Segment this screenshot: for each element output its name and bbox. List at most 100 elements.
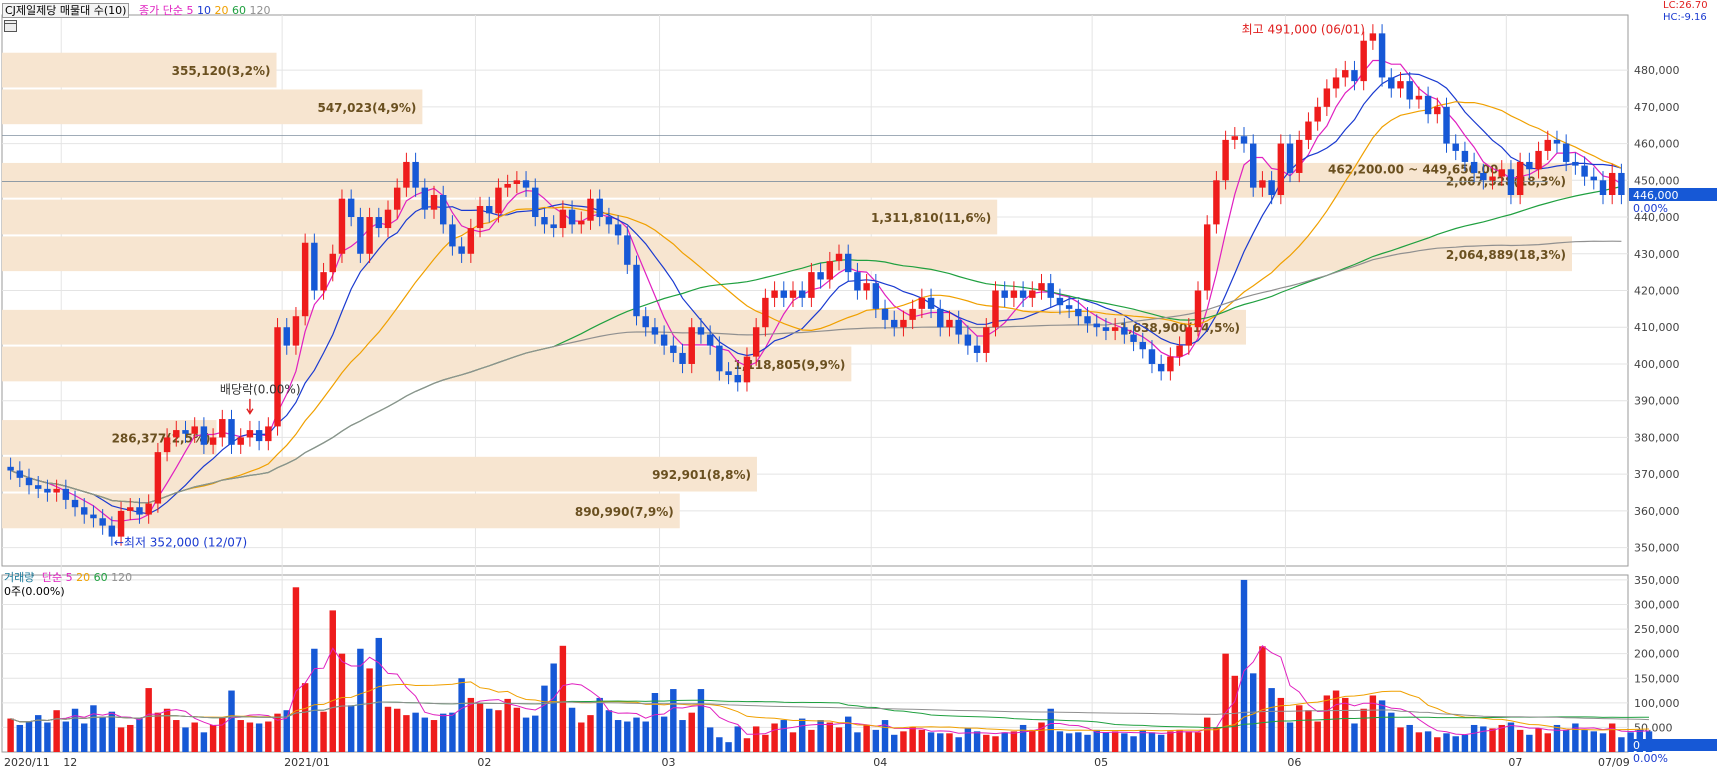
candle[interactable] xyxy=(955,310,962,344)
volume-bar[interactable] xyxy=(375,637,383,752)
volume-bar[interactable] xyxy=(587,715,594,752)
volume-bar[interactable] xyxy=(1277,697,1285,752)
volume-bar[interactable] xyxy=(1167,731,1174,752)
volume-bar[interactable] xyxy=(633,717,640,752)
candle[interactable] xyxy=(357,207,364,263)
candle[interactable] xyxy=(71,490,79,517)
volume-bar[interactable] xyxy=(1222,653,1229,752)
volume-bar[interactable] xyxy=(900,731,907,752)
volume-bar[interactable] xyxy=(1001,732,1008,752)
volume-bar[interactable] xyxy=(265,721,272,752)
volume-bar[interactable] xyxy=(1240,579,1248,752)
candle[interactable] xyxy=(90,505,97,528)
volume-bar[interactable] xyxy=(173,720,180,752)
volume-bar[interactable] xyxy=(670,689,677,752)
candle[interactable] xyxy=(1130,325,1137,352)
volume-bar[interactable] xyxy=(973,731,981,752)
candle[interactable] xyxy=(937,299,944,337)
candle[interactable] xyxy=(688,318,695,374)
candle[interactable] xyxy=(1093,314,1100,337)
volume-bar[interactable] xyxy=(1516,729,1524,752)
volume-bar[interactable] xyxy=(1342,697,1349,752)
volume-bar[interactable] xyxy=(688,712,695,752)
volume-bar[interactable] xyxy=(1351,723,1358,752)
candle[interactable] xyxy=(366,207,373,263)
candle[interactable] xyxy=(762,288,769,337)
volume-bar[interactable] xyxy=(651,693,659,752)
candle[interactable] xyxy=(826,251,834,289)
candle[interactable] xyxy=(522,171,530,197)
candle[interactable] xyxy=(1507,160,1515,205)
candle[interactable] xyxy=(1470,152,1478,183)
candle[interactable] xyxy=(697,318,705,344)
candle[interactable] xyxy=(1047,273,1054,308)
candle[interactable] xyxy=(587,189,594,230)
candle[interactable] xyxy=(449,215,456,256)
volume-bar[interactable] xyxy=(1213,727,1220,752)
volume-bar[interactable] xyxy=(642,721,649,752)
volume-bar[interactable] xyxy=(909,727,916,752)
volume-bar[interactable] xyxy=(1130,736,1137,752)
volume-bar[interactable] xyxy=(826,722,834,753)
candle[interactable] xyxy=(301,233,309,326)
candle[interactable] xyxy=(835,244,843,271)
volume-bar[interactable] xyxy=(1581,729,1588,752)
volume-bar[interactable] xyxy=(1618,737,1625,752)
candle[interactable] xyxy=(513,171,521,194)
volume-bar[interactable] xyxy=(752,726,760,752)
volume-bar[interactable] xyxy=(955,737,962,752)
candle[interactable] xyxy=(909,299,916,330)
volume-bar[interactable] xyxy=(808,729,815,752)
volume-bar[interactable] xyxy=(246,722,254,753)
volume-bar[interactable] xyxy=(798,718,806,752)
candle[interactable] xyxy=(532,178,539,227)
volume-bar[interactable] xyxy=(771,723,778,752)
volume-bar[interactable] xyxy=(1305,710,1312,752)
volume-bar[interactable] xyxy=(384,706,392,752)
candle[interactable] xyxy=(504,174,511,197)
candle[interactable] xyxy=(274,318,281,436)
volume-bar[interactable] xyxy=(1139,730,1146,752)
volume-bar[interactable] xyxy=(1102,732,1110,752)
candle[interactable] xyxy=(1443,97,1450,153)
volume-bar[interactable] xyxy=(568,707,576,752)
volume-bar[interactable] xyxy=(1599,733,1607,752)
volume-bar[interactable] xyxy=(338,653,346,752)
candle[interactable] xyxy=(173,420,180,447)
volume-bar[interactable] xyxy=(1259,646,1266,752)
candle[interactable] xyxy=(1608,163,1616,205)
volume-bar[interactable] xyxy=(237,720,244,752)
candle[interactable] xyxy=(53,479,60,502)
volume-bar[interactable] xyxy=(1203,717,1211,752)
volume-bar[interactable] xyxy=(1415,732,1423,752)
candle[interactable] xyxy=(1157,354,1165,381)
volume-bar[interactable] xyxy=(532,715,539,752)
candle[interactable] xyxy=(412,152,419,197)
candle[interactable] xyxy=(1176,336,1183,366)
candle[interactable] xyxy=(605,207,613,234)
volume-bar[interactable] xyxy=(486,708,493,752)
volume-bar[interactable] xyxy=(891,734,898,752)
volume-bar[interactable] xyxy=(835,727,843,752)
candle[interactable] xyxy=(789,281,797,308)
candle[interactable] xyxy=(716,336,723,381)
candle[interactable] xyxy=(44,479,51,502)
candle[interactable] xyxy=(743,347,751,392)
volume-bar[interactable] xyxy=(817,720,824,752)
candle[interactable] xyxy=(1489,167,1496,190)
volume-bar[interactable] xyxy=(1608,723,1616,752)
volume-bar[interactable] xyxy=(1572,723,1579,752)
candle[interactable] xyxy=(927,288,935,319)
candle[interactable] xyxy=(1286,134,1294,183)
volume-bar[interactable] xyxy=(274,713,281,752)
volume-bar[interactable] xyxy=(918,729,926,752)
candle[interactable] xyxy=(476,196,484,238)
volume-bar[interactable] xyxy=(927,732,935,752)
candle[interactable] xyxy=(1388,68,1395,98)
volume-bar[interactable] xyxy=(145,688,152,752)
volume-bar[interactable] xyxy=(605,710,613,752)
volume-bar[interactable] xyxy=(734,726,741,752)
candle[interactable] xyxy=(117,501,125,546)
candle[interactable] xyxy=(255,420,263,451)
candle[interactable] xyxy=(1332,68,1340,98)
